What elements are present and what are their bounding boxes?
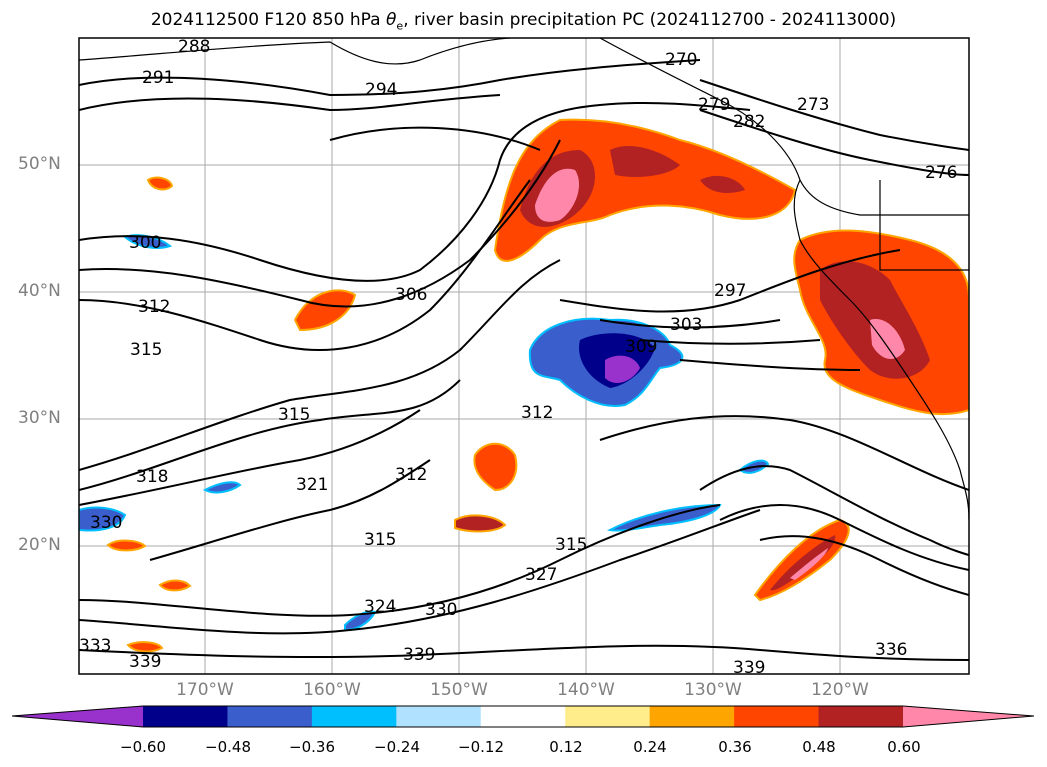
colorbar-tick: −0.48 [205, 738, 251, 756]
colorbar-outline [11, 705, 1035, 728]
svg-text:312: 312 [138, 297, 170, 317]
colorbar-cell [396, 706, 482, 727]
lon-label-140w: 140°W [557, 680, 615, 700]
lon-label-170w: 170°W [176, 680, 234, 700]
svg-text:294: 294 [365, 80, 397, 100]
svg-text:324: 324 [364, 597, 396, 617]
lat-label-20n: 20°N [18, 535, 61, 555]
colorbar-cell [734, 706, 820, 727]
svg-text:288: 288 [178, 37, 210, 57]
svg-text:315: 315 [278, 405, 310, 425]
svg-text:312: 312 [395, 465, 427, 485]
colorbar-cell [227, 706, 313, 727]
colorbar-tick: 0.24 [633, 738, 667, 756]
colorbar-max-extend [903, 706, 1034, 727]
svg-text:315: 315 [130, 340, 162, 360]
lon-label-160w: 160°W [303, 680, 361, 700]
colorbar-cell [649, 706, 735, 727]
lon-label-120w: 120°W [811, 680, 869, 700]
colorbar-tick: −0.36 [289, 738, 335, 756]
svg-text:330: 330 [90, 513, 122, 533]
svg-text:315: 315 [364, 530, 396, 550]
svg-text:270: 270 [665, 50, 697, 70]
colorbar-tick: 0.60 [887, 738, 921, 756]
contour-labels: 288 291 294 270 273 276 279 282 297 300 … [79, 37, 957, 678]
map-title: 2024112500 F120 850 hPa θe, river basin … [150, 10, 897, 33]
svg-text:330: 330 [425, 600, 457, 620]
svg-text:312: 312 [521, 403, 553, 423]
svg-text:273: 273 [797, 95, 829, 115]
colorbar-cell [311, 706, 397, 727]
lon-label-150w: 150°W [430, 680, 488, 700]
lon-label-130w: 130°W [684, 680, 742, 700]
svg-text:339: 339 [733, 658, 765, 678]
svg-text:327: 327 [525, 565, 557, 585]
svg-text:279: 279 [698, 95, 730, 115]
svg-text:303: 303 [670, 315, 702, 335]
coastlines [79, 38, 969, 521]
svg-text:282: 282 [733, 112, 765, 132]
colorbar-cell [565, 706, 651, 727]
precip-positive-california [793, 229, 969, 416]
map-plot: 288 291 294 270 273 276 279 282 297 300 … [78, 37, 970, 678]
svg-text:321: 321 [296, 475, 328, 495]
colorbar-tick: 0.48 [802, 738, 836, 756]
colorbar-min-extend [12, 706, 143, 727]
precip-positive-north [493, 118, 797, 262]
colorbar-cell [818, 706, 904, 727]
svg-text:339: 339 [129, 652, 161, 672]
colorbar-tick: 0.36 [718, 738, 752, 756]
colorbar-tick: −0.12 [458, 738, 504, 756]
lat-label-30n: 30°N [18, 408, 61, 428]
svg-text:300: 300 [129, 233, 161, 253]
map-frame [78, 37, 970, 675]
colorbar-tick: 0.12 [549, 738, 583, 756]
svg-text:276: 276 [925, 163, 957, 183]
colorbar-cell [480, 706, 566, 727]
theta-contours [79, 59, 969, 661]
svg-text:309: 309 [625, 337, 657, 357]
lat-label-50n: 50°N [18, 154, 61, 174]
colorbar-tick: −0.60 [120, 738, 166, 756]
colorbar-tick: −0.24 [374, 738, 420, 756]
svg-text:291: 291 [142, 68, 174, 88]
lat-label-40n: 40°N [18, 281, 61, 301]
svg-text:306: 306 [395, 285, 427, 305]
svg-text:333: 333 [79, 636, 111, 656]
colorbar-cell [143, 706, 228, 727]
svg-text:297: 297 [714, 281, 746, 301]
svg-text:315: 315 [555, 535, 587, 555]
svg-text:339: 339 [403, 645, 435, 665]
svg-text:318: 318 [136, 467, 168, 487]
svg-text:336: 336 [875, 640, 907, 660]
